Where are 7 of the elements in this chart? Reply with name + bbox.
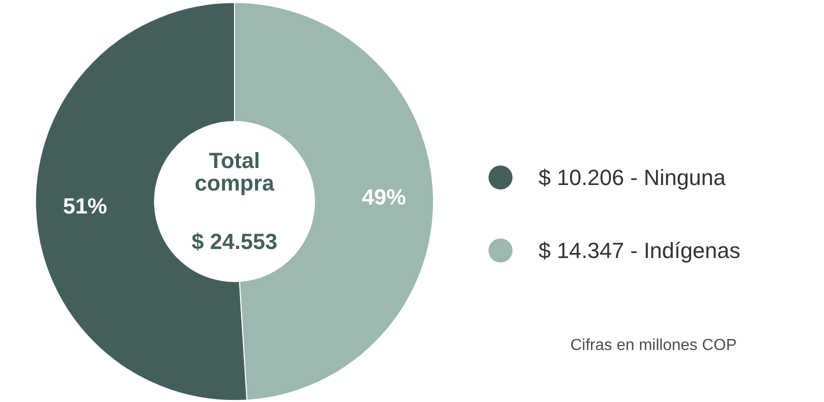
text: Cifras en millones COP (570, 337, 737, 354)
text: Total compra (194, 148, 275, 196)
text: $ 24.553 (192, 229, 278, 254)
legend-label: $ 14.347 - Indígenas (538, 238, 740, 263)
data-label: 49% (362, 184, 406, 210)
legend-label: $ 10.206 - Ninguna (538, 165, 726, 190)
data-label: 51% (63, 194, 108, 219)
